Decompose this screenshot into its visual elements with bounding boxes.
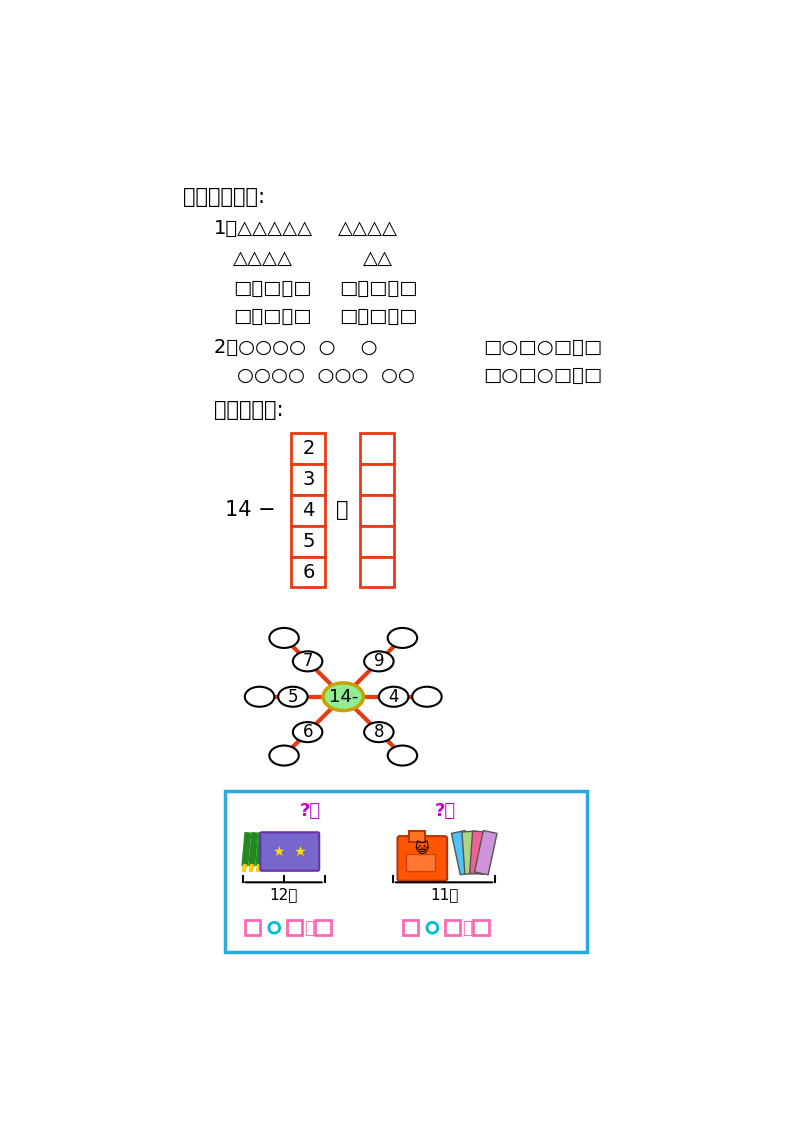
Bar [359,526,393,557]
Bar [291,557,325,588]
Text: 4: 4 [389,688,399,706]
Ellipse shape [245,687,274,707]
Text: ★  ★: ★ ★ [273,845,307,858]
FancyBboxPatch shape [397,836,447,881]
Text: □○□○□＝□: □○□○□＝□ [483,338,602,357]
Text: －: － [305,919,314,937]
Bar [473,920,489,936]
Ellipse shape [270,745,299,765]
Text: 8: 8 [374,724,384,742]
Ellipse shape [364,652,393,671]
Text: △△△△: △△△△ [233,249,293,268]
Text: ○○○○  ○○○  ○○: ○○○○ ○○○ ○○ [237,366,415,385]
Ellipse shape [323,683,363,710]
Bar [359,557,393,588]
Text: ＝: ＝ [336,500,349,521]
Ellipse shape [293,652,322,671]
Bar [291,495,325,526]
Text: 3: 3 [302,470,315,489]
Text: □＋□＝□: □＋□＝□ [233,279,312,298]
Ellipse shape [364,723,393,742]
Text: －: － [462,919,473,937]
Text: 14-: 14- [328,688,358,706]
Text: 14 −: 14 − [225,500,275,521]
Bar [291,526,325,557]
Bar [316,920,331,936]
Ellipse shape [379,687,408,707]
Bar [245,920,260,936]
Text: 1、△△△△△: 1、△△△△△ [214,219,313,238]
Text: 6: 6 [302,562,315,581]
Ellipse shape [269,922,280,934]
Text: □＋□＝□: □＋□＝□ [339,279,418,298]
Text: 四、我能行:: 四、我能行: [214,399,283,420]
Text: ?枝: ?枝 [300,802,320,820]
Bar [224,791,588,953]
Bar [406,854,435,871]
Bar [291,433,325,465]
Text: 2、○○○○  ○    ○: 2、○○○○ ○ ○ [214,338,377,357]
Ellipse shape [412,687,442,707]
Text: 12枝: 12枝 [270,886,297,902]
Text: ?本: ?本 [435,802,456,820]
Text: △△△△: △△△△ [338,219,398,238]
Bar [403,920,419,936]
Text: □－□＝□: □－□＝□ [339,307,418,327]
Ellipse shape [388,745,417,765]
Ellipse shape [293,723,322,742]
Bar [451,830,474,875]
Bar [291,465,325,495]
Ellipse shape [427,922,438,934]
Ellipse shape [278,687,308,707]
Bar [287,920,302,936]
Bar [445,920,460,936]
Text: 三、看图列式:: 三、看图列式: [183,187,265,206]
Bar [359,495,393,526]
Text: △△: △△ [362,249,393,268]
Ellipse shape [270,628,299,647]
Bar [409,831,424,843]
Bar [474,830,497,875]
Text: 7: 7 [302,652,313,670]
Text: 😺: 😺 [415,843,430,856]
Text: 2: 2 [302,440,315,458]
Text: □○□○□＝□: □○□○□＝□ [483,366,602,385]
Bar [469,831,487,874]
Text: 4: 4 [302,500,315,519]
Text: 11本: 11本 [430,886,458,902]
FancyBboxPatch shape [260,833,320,871]
Text: 9: 9 [374,652,384,670]
Text: 6: 6 [302,724,313,742]
Bar [462,831,479,874]
Ellipse shape [388,628,417,647]
Text: 5: 5 [302,532,315,551]
Bar [359,465,393,495]
Text: 5: 5 [288,688,298,706]
Text: □－□＝□: □－□＝□ [233,307,312,327]
Bar [359,433,393,465]
